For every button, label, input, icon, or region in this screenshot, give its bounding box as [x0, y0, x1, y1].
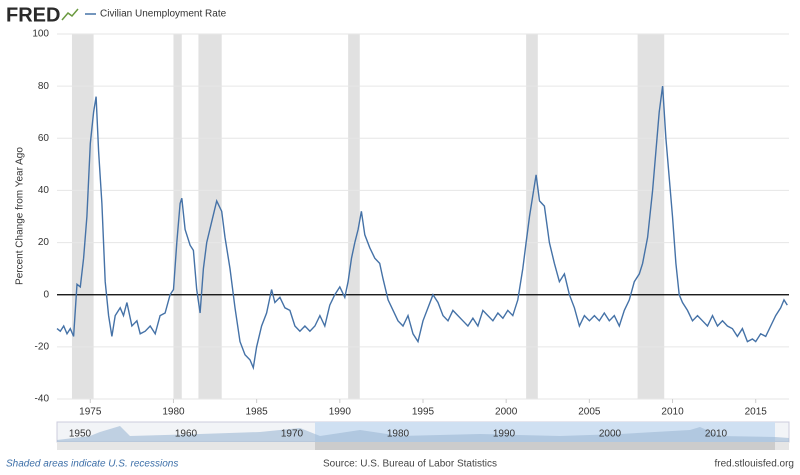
recession-band — [526, 34, 538, 399]
navigator-label: 2000 — [599, 429, 622, 440]
scrollbar-thumb[interactable] — [315, 442, 775, 450]
plot-area — [57, 34, 789, 399]
x-tick-label: 2000 — [495, 407, 518, 418]
x-tick-label: 1990 — [329, 407, 352, 418]
y-tick-label: 100 — [32, 29, 49, 40]
navigator-label: 2010 — [705, 429, 728, 440]
series-line — [56, 86, 788, 371]
logo-icon — [61, 8, 79, 21]
navigator-labels: 1950 1960 1970 1980 1990 2000 2010 — [69, 429, 728, 440]
y-tick-label: -20 — [35, 341, 50, 352]
y-tick-label: 20 — [38, 237, 50, 248]
navigator-label: 1980 — [387, 429, 410, 440]
navigator — [56, 421, 790, 450]
footer-site: fred.stlouisfed.org — [715, 459, 795, 470]
x-tick-label: 1985 — [246, 407, 269, 418]
y-tick-label: 80 — [38, 81, 50, 92]
navigator-label: 1950 — [69, 429, 92, 440]
navigator-label: 1990 — [493, 429, 516, 440]
recessions — [71, 34, 665, 399]
y-tick-label: 60 — [38, 133, 50, 144]
legend-label: Civilian Unemployment Rate — [100, 9, 227, 20]
x-tick-label: 2015 — [745, 407, 768, 418]
navigator-area — [57, 426, 789, 442]
x-tick-label: 1995 — [412, 407, 435, 418]
navigator-label: 1960 — [175, 429, 198, 440]
footer-source: Source: U.S. Bureau of Labor Statistics — [323, 459, 497, 470]
recession-band — [173, 34, 182, 399]
logo: FRED — [6, 4, 60, 26]
navigator-label: 1970 — [281, 429, 304, 440]
recession-band — [348, 34, 360, 399]
recession-band — [637, 34, 665, 399]
x-tick-label: 1980 — [162, 407, 185, 418]
y-tick-label: -40 — [35, 394, 50, 405]
y-tick-label: 0 — [43, 289, 49, 300]
x-tick-label: 1975 — [79, 407, 102, 418]
recession-band — [198, 34, 222, 399]
footer-note: Shaded areas indicate U.S. recessions — [6, 459, 178, 470]
recession-band — [71, 34, 94, 399]
x-tick-label: 2005 — [578, 407, 601, 418]
y-axis-label: Percent Change from Year Ago — [15, 147, 26, 285]
y-tick-label: 40 — [38, 185, 50, 196]
x-tick-label: 2010 — [661, 407, 684, 418]
